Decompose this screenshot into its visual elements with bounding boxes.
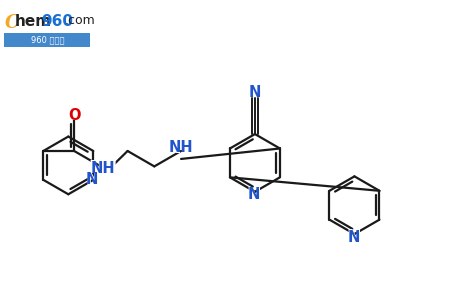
Text: NH: NH	[91, 161, 116, 176]
Text: 960: 960	[41, 14, 73, 29]
Text: hem: hem	[15, 14, 52, 29]
Text: NH: NH	[166, 139, 196, 157]
Text: 960 化工网: 960 化工网	[31, 35, 64, 44]
Text: .com: .com	[65, 14, 96, 27]
Text: N: N	[248, 187, 260, 202]
Text: NH: NH	[169, 140, 193, 156]
Text: N: N	[246, 186, 261, 204]
Text: C: C	[5, 14, 19, 32]
Text: N: N	[85, 171, 100, 189]
Text: N: N	[247, 83, 262, 101]
Text: O: O	[68, 108, 81, 123]
Text: N: N	[346, 228, 361, 246]
Text: N: N	[86, 172, 99, 187]
Bar	[4, 33, 90, 47]
Text: N: N	[249, 85, 261, 100]
Text: O: O	[67, 106, 82, 124]
Text: NH: NH	[89, 159, 118, 177]
Text: N: N	[347, 230, 360, 245]
